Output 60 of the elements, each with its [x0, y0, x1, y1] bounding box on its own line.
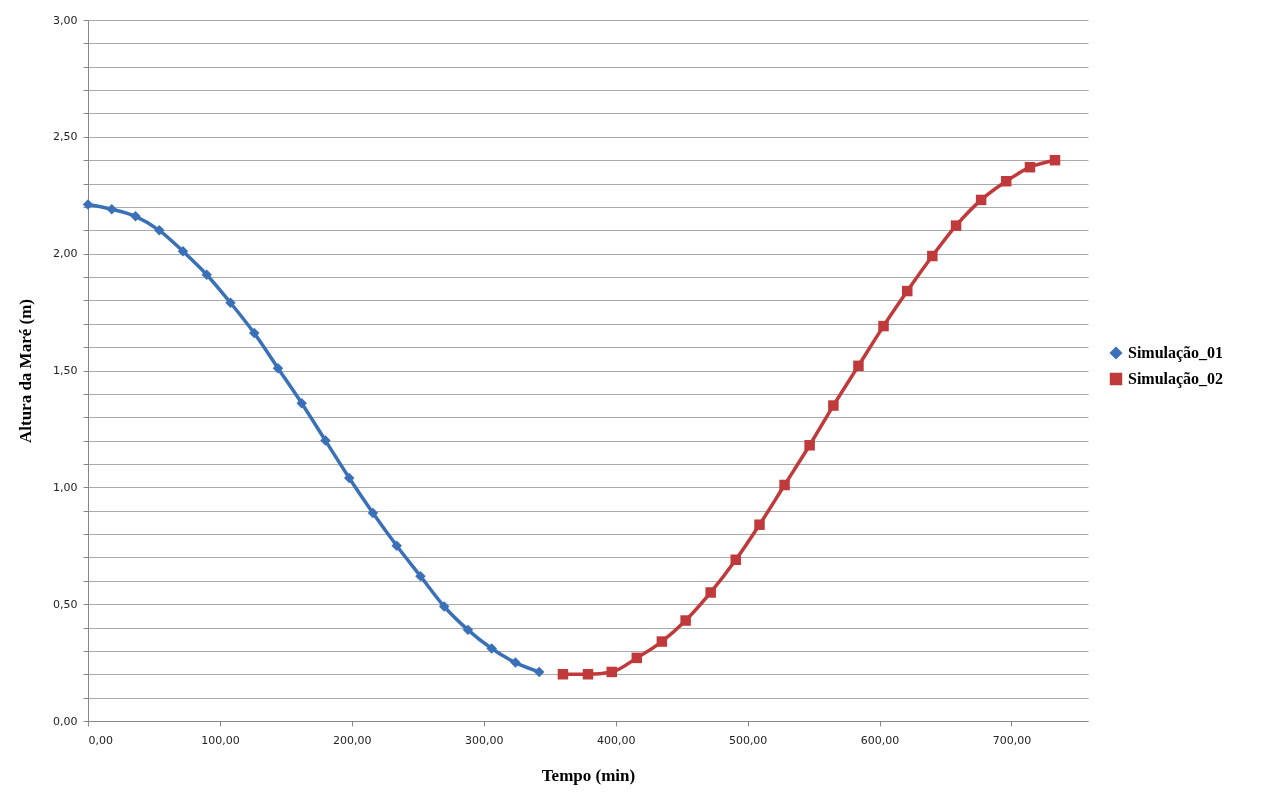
point	[296, 397, 307, 409]
point	[343, 472, 355, 484]
point	[486, 643, 497, 654]
point	[1049, 154, 1061, 166]
point	[367, 507, 379, 519]
point	[779, 479, 790, 491]
y-tick-label: 1,50	[53, 364, 78, 377]
point	[927, 250, 938, 262]
point	[106, 204, 117, 215]
point	[415, 570, 426, 582]
point	[730, 554, 741, 566]
point	[510, 657, 521, 668]
point	[1024, 161, 1036, 173]
point	[656, 636, 668, 647]
point	[606, 666, 617, 678]
x-tick-label: 700,00	[992, 733, 1032, 747]
point	[130, 211, 141, 222]
point	[557, 669, 569, 680]
legend-label: Simulação_01	[1128, 344, 1224, 362]
y-tick-label: 3,00	[53, 13, 78, 27]
y-tick-label: 2,00	[53, 247, 78, 261]
point	[975, 194, 987, 206]
point	[631, 652, 643, 664]
point	[154, 225, 165, 236]
x-tick-label: 0,00	[88, 733, 113, 747]
legend-label: Simulação_02	[1128, 370, 1224, 388]
point	[248, 327, 260, 339]
y-tick-label: 1,00	[53, 480, 78, 494]
point	[705, 587, 716, 598]
point	[438, 601, 450, 612]
y-tick-label: 0,00	[53, 714, 78, 728]
y-axis-title: Altura da Maré (m)	[16, 299, 36, 443]
point	[225, 297, 236, 308]
point	[582, 669, 594, 680]
point	[878, 320, 889, 332]
point	[680, 615, 691, 626]
x-tick-label: 100,00	[201, 733, 240, 747]
point	[533, 666, 545, 678]
x-axis-title: Tempo (min)	[541, 765, 636, 785]
point	[201, 269, 212, 280]
point	[950, 220, 962, 231]
point	[804, 440, 815, 451]
point	[902, 285, 913, 297]
point	[1000, 175, 1012, 187]
x-tick-label: 200,00	[333, 733, 372, 747]
y-tick-label: 0,50	[53, 597, 78, 611]
point	[82, 199, 94, 210]
x-tick-label: 600,00	[860, 733, 900, 747]
point	[391, 540, 402, 551]
point	[320, 435, 331, 446]
point	[828, 400, 839, 411]
x-tick-label: 400,00	[596, 733, 636, 747]
point	[462, 624, 474, 636]
point	[754, 519, 765, 530]
point	[853, 360, 864, 372]
point	[177, 246, 189, 257]
y-tick-label: 2,50	[53, 130, 78, 144]
x-tick-label: 500,00	[728, 733, 768, 747]
point	[272, 362, 284, 374]
x-tick-label: 300,00	[465, 733, 504, 747]
